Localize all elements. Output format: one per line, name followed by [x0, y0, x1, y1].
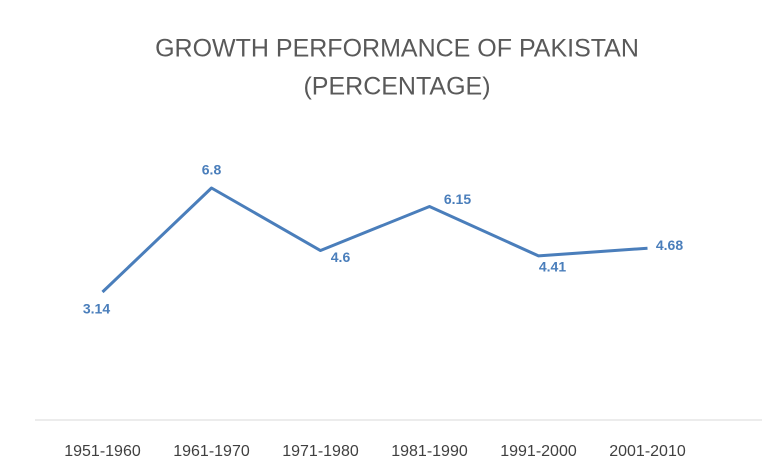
x-tick-label: 1951-1960 — [64, 443, 141, 460]
data-label: 6.15 — [444, 191, 471, 207]
line — [101, 186, 648, 294]
x-tick-label: 1991-2000 — [500, 443, 577, 460]
chart-title: (PERCENTAGE) — [303, 73, 490, 101]
data-label: 4.68 — [656, 237, 683, 253]
x-tick-label: 1971-1980 — [282, 443, 359, 460]
chart-title: GROWTH PERFORMANCE OF PAKISTAN — [155, 35, 639, 63]
x-tick-label: 2001-2010 — [609, 443, 686, 460]
data-label: 4.6 — [331, 249, 351, 265]
data-label: 6.8 — [202, 162, 222, 178]
data-label: 4.41 — [539, 259, 566, 275]
x-tick-label: 1981-1990 — [391, 443, 468, 460]
x-tick-label: 1961-1970 — [173, 443, 250, 460]
data-label: 3.14 — [83, 301, 110, 317]
